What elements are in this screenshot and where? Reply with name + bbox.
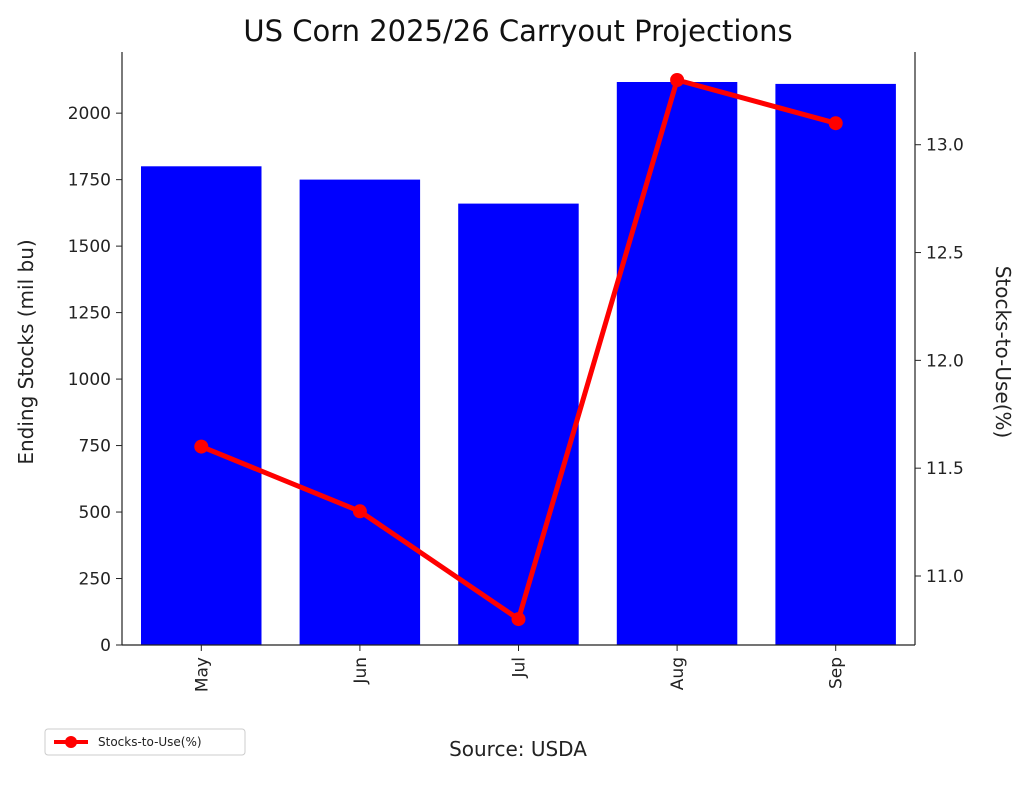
x-tick-label-jul: Jul bbox=[510, 657, 530, 679]
left-tick-label: 250 bbox=[79, 570, 111, 590]
stocks-to-use-point-aug bbox=[670, 73, 685, 87]
left-tick-label: 750 bbox=[79, 437, 111, 457]
x-axis-label-source: Source: USDA bbox=[449, 737, 587, 761]
right-tick-label: 11.5 bbox=[926, 459, 964, 479]
stocks-to-use-point-jul bbox=[511, 612, 526, 627]
right-tick-label: 11.0 bbox=[926, 567, 964, 587]
stocks-to-use-point-jun bbox=[352, 504, 367, 519]
bar-jul bbox=[458, 203, 579, 645]
chart-title: US Corn 2025/26 Carryout Projections bbox=[243, 14, 792, 48]
left-tick-label: 1750 bbox=[68, 171, 111, 191]
right-tick-label: 13.0 bbox=[926, 136, 964, 156]
x-tick-label-jun: Jun bbox=[351, 657, 371, 685]
left-axis-ticks: 0 250 500 750 1000 1250 1500 1750 2000 bbox=[68, 104, 122, 656]
left-tick-label: 1000 bbox=[68, 370, 111, 390]
y-axis-label-right: Stocks-to-Use(%) bbox=[991, 266, 1015, 439]
bar-sep bbox=[775, 83, 896, 645]
legend-marker-swatch bbox=[65, 736, 77, 748]
legend-box bbox=[44, 728, 246, 756]
right-axis-ticks: 11.0 11.5 12.0 12.5 13.0 bbox=[915, 136, 964, 587]
bar-jun bbox=[299, 179, 421, 645]
left-tick-label: 1500 bbox=[68, 237, 111, 257]
bar-may bbox=[141, 166, 262, 646]
stocks-to-use-point-sep bbox=[828, 116, 843, 131]
right-tick-label: 12.0 bbox=[926, 351, 964, 371]
x-tick-label-may: May bbox=[192, 657, 212, 692]
left-tick-label: 1250 bbox=[68, 304, 111, 324]
bar-aug bbox=[616, 82, 738, 645]
left-tick-label: 500 bbox=[79, 503, 111, 523]
left-tick-label: 0 bbox=[100, 636, 111, 656]
left-tick-label: 2000 bbox=[68, 104, 111, 124]
line-layer bbox=[194, 73, 843, 627]
legend: Stocks-to-Use(%) bbox=[44, 728, 246, 756]
x-tick-label-aug: Aug bbox=[668, 657, 688, 690]
right-tick-label: 12.5 bbox=[926, 244, 964, 264]
x-axis-ticks: May Jun Jul Aug Sep bbox=[192, 645, 847, 692]
bars-layer bbox=[141, 82, 896, 646]
x-tick-label-sep: Sep bbox=[827, 657, 847, 689]
y-axis-label-left: Ending Stocks (mil bu) bbox=[14, 239, 38, 464]
legend-entry-stocks-to-use: Stocks-to-Use(%) bbox=[98, 735, 202, 749]
stocks-to-use-point-may bbox=[194, 439, 209, 454]
